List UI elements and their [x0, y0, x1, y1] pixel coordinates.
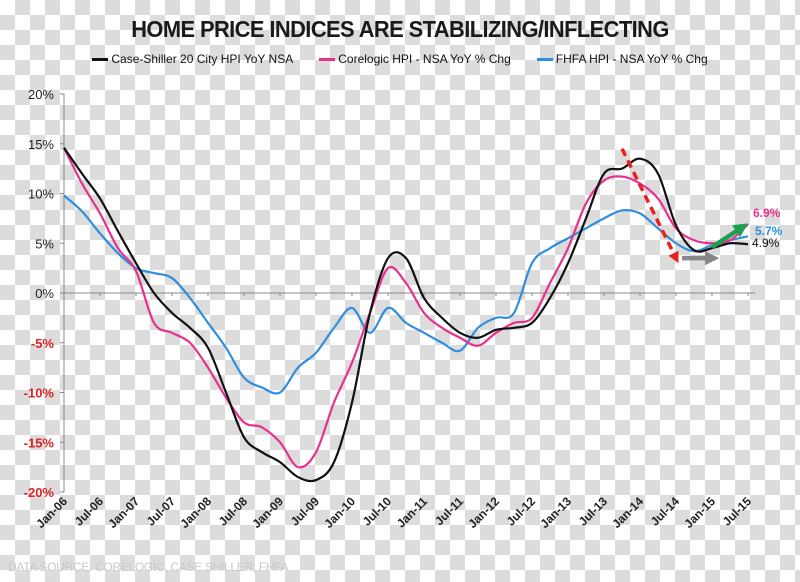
- legend-label-corelogic: Corelogic HPI - NSA YoY % Chg: [338, 52, 511, 66]
- end-label-case-shiller: 4.9%: [752, 236, 780, 250]
- legend: Case-Shiller 20 City HPI YoY NSA Corelog…: [0, 52, 800, 66]
- y-tick-label: 20%: [28, 87, 54, 102]
- legend-label-case-shiller: Case-Shiller 20 City HPI YoY NSA: [111, 52, 294, 66]
- x-tick-label: Jul-06: [72, 494, 107, 529]
- annotations: [620, 147, 748, 266]
- x-axis-ticks: Jan-06 Jul-06 Jan-07 Jul-07 Jan-08 Jul-08 Jan-…: [33, 293, 754, 531]
- x-tick-label: Jul-11: [432, 494, 466, 528]
- y-tick-label: 10%: [28, 187, 54, 202]
- end-label-fhfa: 5.7%: [755, 224, 783, 238]
- series-lines: [63, 147, 749, 483]
- series-line-case-shiller: [63, 147, 749, 483]
- x-tick-label: Jan-15: [681, 494, 718, 531]
- x-tick-label: Jul-14: [648, 494, 683, 529]
- x-tick-label: Jan-12: [465, 494, 502, 531]
- x-tick-label: Jul-15: [720, 494, 755, 529]
- x-tick-label: Jul-13: [576, 494, 611, 529]
- x-tick-label: Jan-07: [105, 494, 142, 531]
- x-tick-label: Jul-10: [360, 494, 395, 529]
- legend-label-fhfa: FHFA HPI - NSA YoY % Chg: [555, 52, 708, 66]
- x-tick-label: Jan-08: [177, 494, 214, 531]
- legend-swatch-fhfa: [536, 57, 553, 61]
- legend-item-fhfa: FHFA HPI - NSA YoY % Chg: [536, 52, 708, 66]
- x-tick-label: Jan-10: [321, 494, 358, 531]
- end-label-corelogic: 6.9%: [753, 206, 781, 220]
- y-axis-ticks: 20% 15% 10% 5% 0% -5% -10% -15% -20%: [24, 87, 64, 500]
- legend-item-case-shiller: Case-Shiller 20 City HPI YoY NSA: [92, 52, 293, 66]
- y-tick-label: -15%: [24, 435, 55, 450]
- x-tick-label: Jan-13: [537, 494, 574, 531]
- x-tick-label: Jul-12: [504, 494, 539, 529]
- legend-item-corelogic: Corelogic HPI - NSA YoY % Chg: [319, 52, 511, 66]
- y-tick-label: -20%: [24, 485, 55, 500]
- x-tick-label: Jan-09: [249, 494, 286, 531]
- x-tick-label: Jul-08: [216, 494, 251, 529]
- x-tick-label: Jan-14: [609, 494, 646, 531]
- y-tick-label: 15%: [28, 137, 54, 152]
- legend-swatch-case-shiller: [92, 57, 109, 61]
- y-tick-label: -5%: [31, 336, 55, 351]
- y-tick-label: 0%: [35, 286, 54, 301]
- x-tick-label: Jul-07: [144, 494, 179, 529]
- y-tick-label: 5%: [35, 236, 54, 251]
- x-tick-label: Jul-09: [288, 494, 323, 529]
- end-labels: 4.9% 6.9% 5.7%: [752, 206, 783, 250]
- x-tick-label: Jan-11: [394, 494, 431, 531]
- series-line-fhfa: [63, 194, 749, 395]
- data-source-note: DATA SOURCE: CORELOGIC, CASE SHILLER, FH…: [8, 560, 289, 574]
- legend-swatch-corelogic: [319, 57, 336, 61]
- chart-title: HOME PRICE INDICES ARE STABILIZING/INFLE…: [131, 16, 669, 42]
- axes: [63, 94, 755, 492]
- y-tick-label: -10%: [24, 386, 55, 401]
- rising-arrow: [710, 223, 748, 250]
- decline-arrow: [620, 147, 679, 264]
